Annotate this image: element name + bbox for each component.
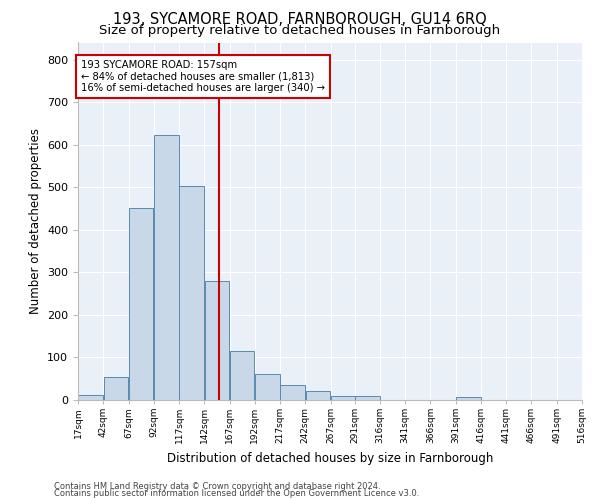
Bar (129, 208, 154, 400)
Bar (179, 186, 204, 400)
Bar (104, 376, 128, 400)
Text: Size of property relative to detached houses in Farnborough: Size of property relative to detached ho… (100, 24, 500, 37)
Text: Contains HM Land Registry data © Crown copyright and database right 2024.: Contains HM Land Registry data © Crown c… (54, 482, 380, 491)
Text: 193, SYCAMORE ROAD, FARNBOROUGH, GU14 6RQ: 193, SYCAMORE ROAD, FARNBOROUGH, GU14 6R… (113, 12, 487, 28)
Y-axis label: Number of detached properties: Number of detached properties (29, 128, 41, 314)
Bar (355, 396, 380, 400)
Bar (255, 374, 280, 400)
Text: 193 SYCAMORE ROAD: 157sqm
← 84% of detached houses are smaller (1,813)
16% of se: 193 SYCAMORE ROAD: 157sqm ← 84% of detac… (81, 60, 325, 92)
Bar (230, 351, 254, 400)
Bar (154, 136, 179, 400)
Bar (79, 395, 103, 400)
Bar (331, 396, 355, 400)
Bar (205, 281, 229, 400)
Bar (305, 392, 330, 400)
Bar (280, 385, 305, 400)
Text: Contains public sector information licensed under the Open Government Licence v3: Contains public sector information licen… (54, 489, 419, 498)
Bar (456, 397, 481, 400)
X-axis label: Distribution of detached houses by size in Farnborough: Distribution of detached houses by size … (167, 452, 493, 464)
